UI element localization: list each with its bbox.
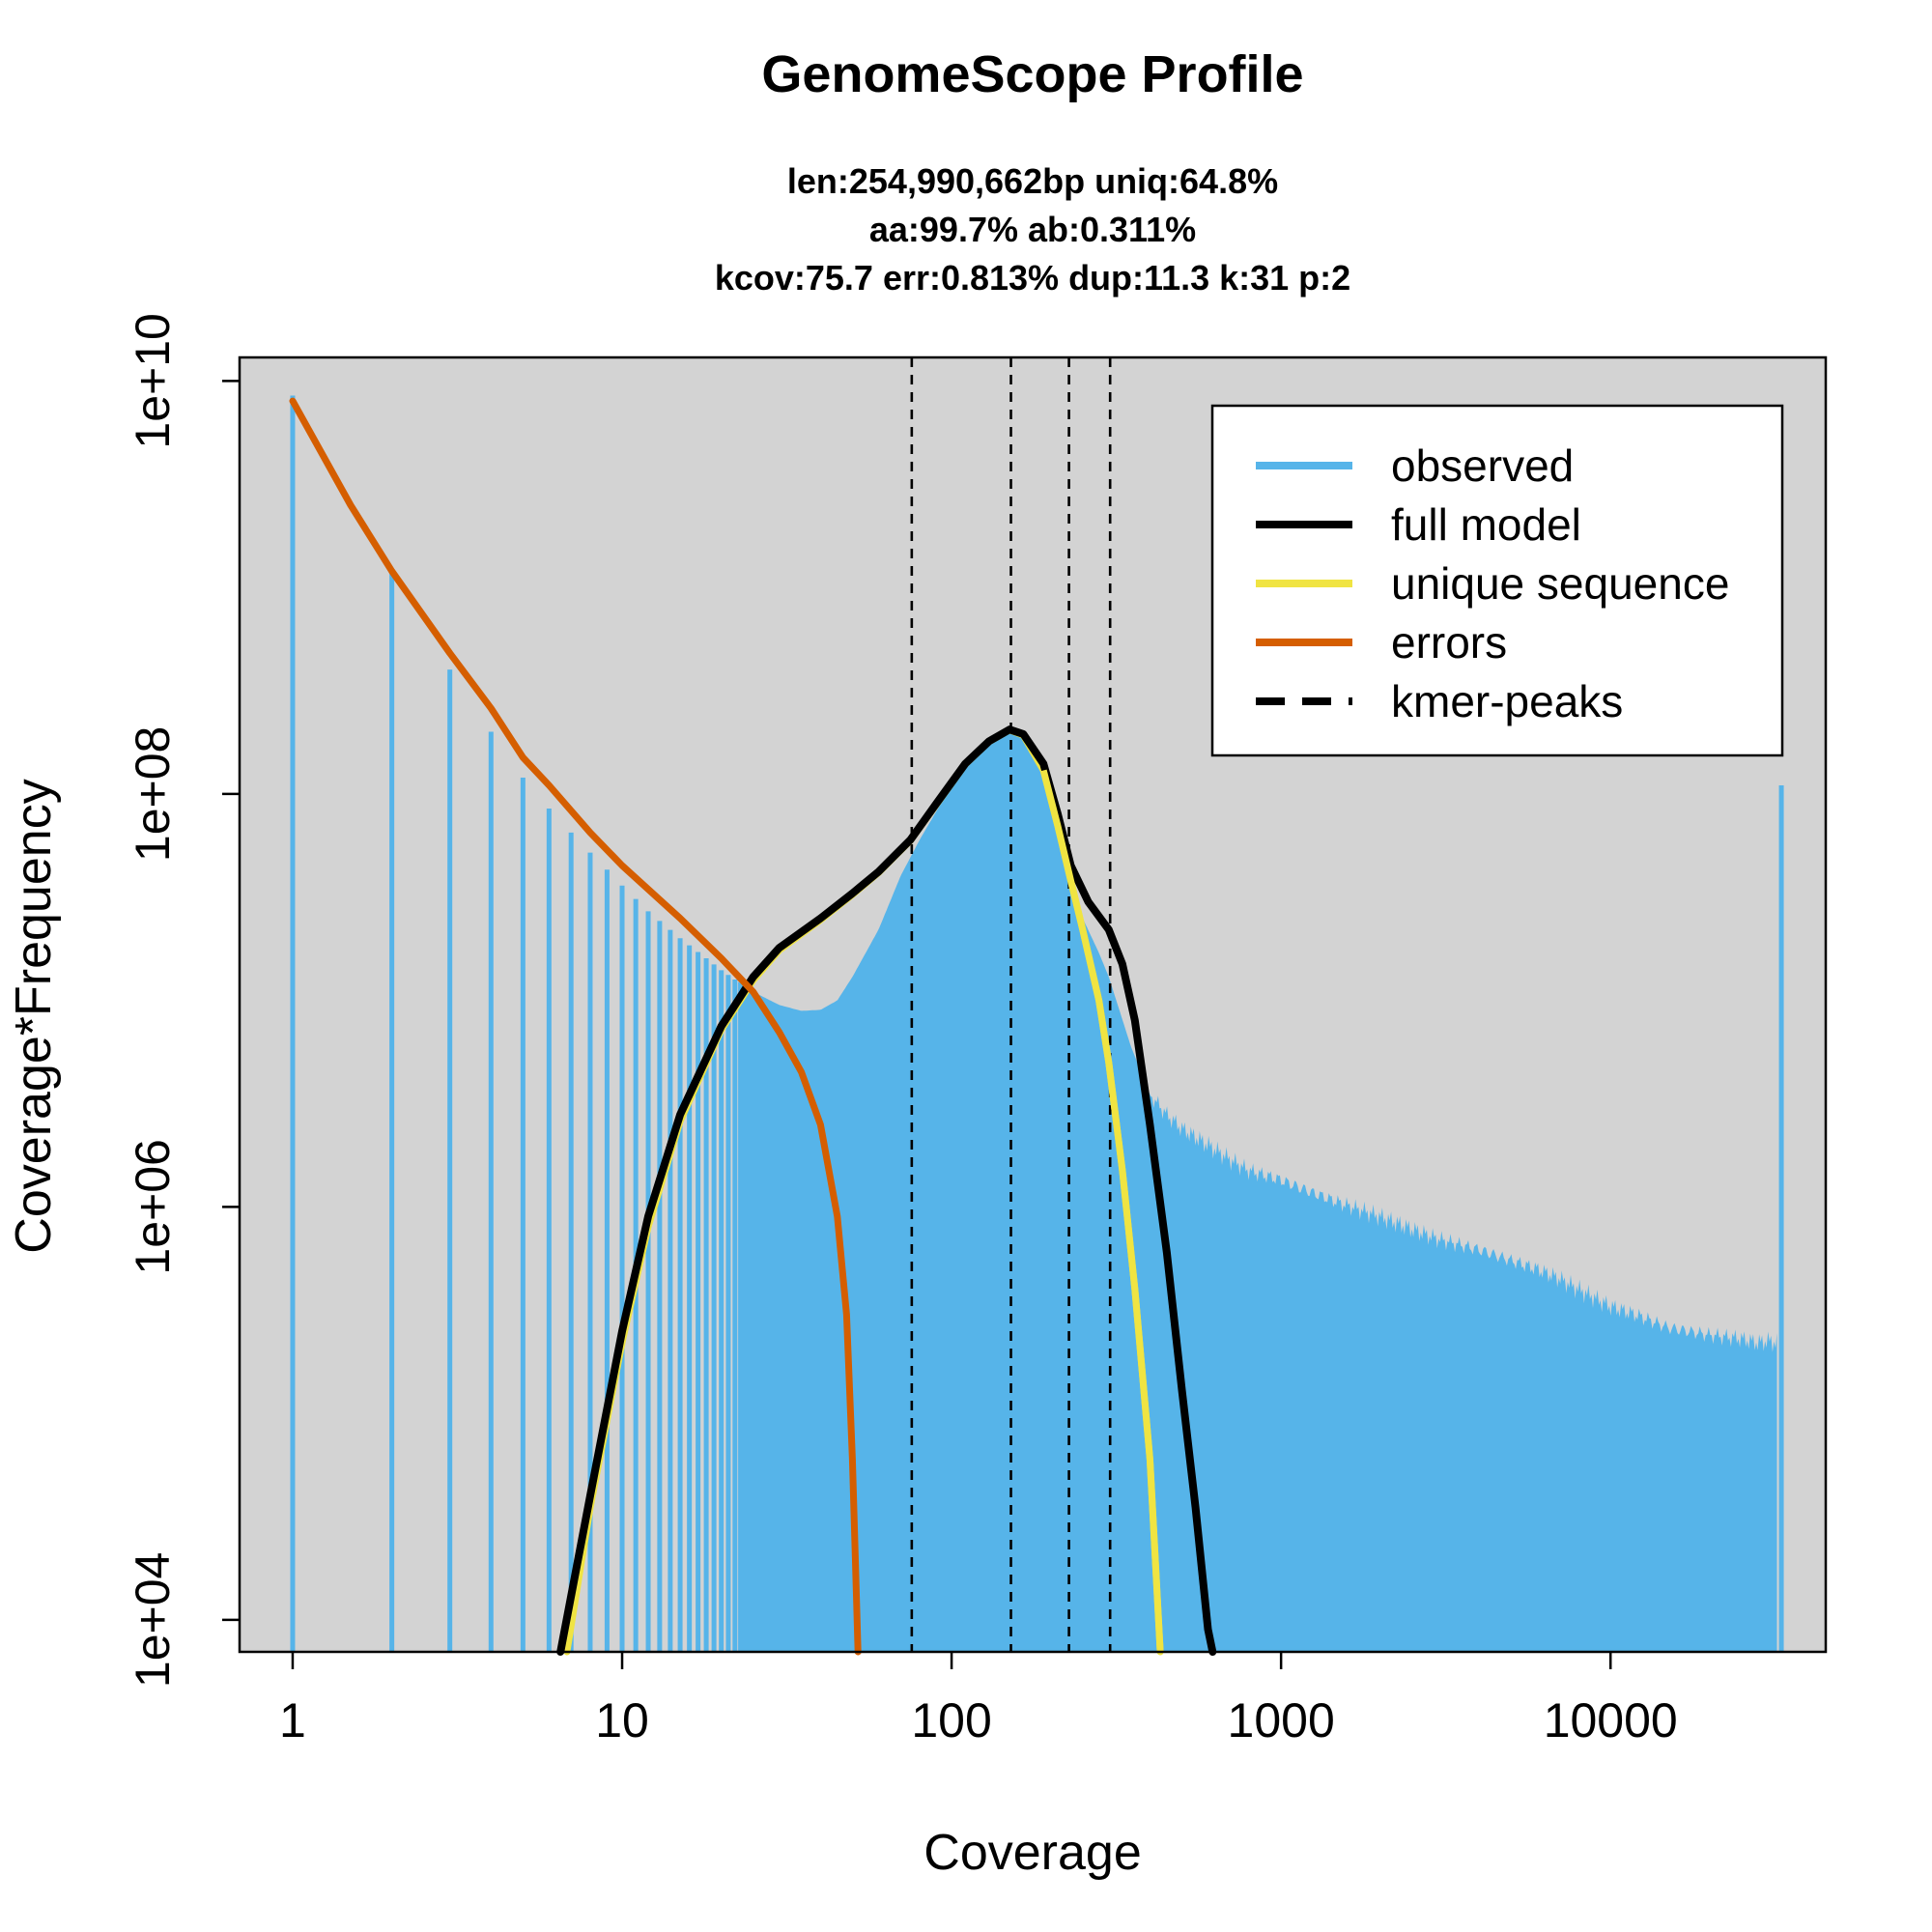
x-axis-label: Coverage	[923, 1825, 1141, 1881]
observed-area	[738, 727, 1777, 1652]
chart-subtitle-line-3: kcov:75.7 err:0.813% dup:11.3 k:31 p:2	[715, 258, 1350, 298]
x-tick-label: 100	[911, 1693, 991, 1747]
chart-subtitle-line-2: aa:99.7% ab:0.311%	[869, 210, 1196, 249]
x-tick-label: 1	[279, 1693, 306, 1747]
y-axis-label: Coverage*Frequency	[6, 779, 62, 1253]
legend-label: kmer-peaks	[1391, 676, 1623, 726]
full-model-line	[556, 725, 1217, 1656]
legend-label: full model	[1391, 499, 1581, 550]
legend-label: unique sequence	[1391, 558, 1729, 609]
plot-layer: 1 10 100 1000 10000 1e+04 1e+06 1e+08 1e+10 obser…	[126, 313, 1828, 1747]
chart-subtitle-line-1: len:254,990,662bp uniq:64.8%	[787, 161, 1278, 201]
x-tick-label: 10	[595, 1693, 649, 1747]
x-tick-label: 1000	[1228, 1693, 1335, 1747]
legend-label: observed	[1391, 440, 1574, 491]
y-tick-label: 1e+08	[126, 726, 180, 862]
y-tick-label: 1e+10	[126, 313, 180, 448]
y-tick-label: 1e+06	[126, 1139, 180, 1274]
errors-line	[289, 397, 862, 1656]
legend-label: errors	[1391, 617, 1507, 668]
plot-border	[238, 355, 1828, 1654]
chart-title: GenomeScope Profile	[761, 45, 1303, 103]
y-tick-label: 1e+04	[126, 1552, 180, 1688]
unique-sequence-line-overlay	[1039, 769, 1164, 1653]
x-tick-label: 10000	[1544, 1693, 1678, 1747]
